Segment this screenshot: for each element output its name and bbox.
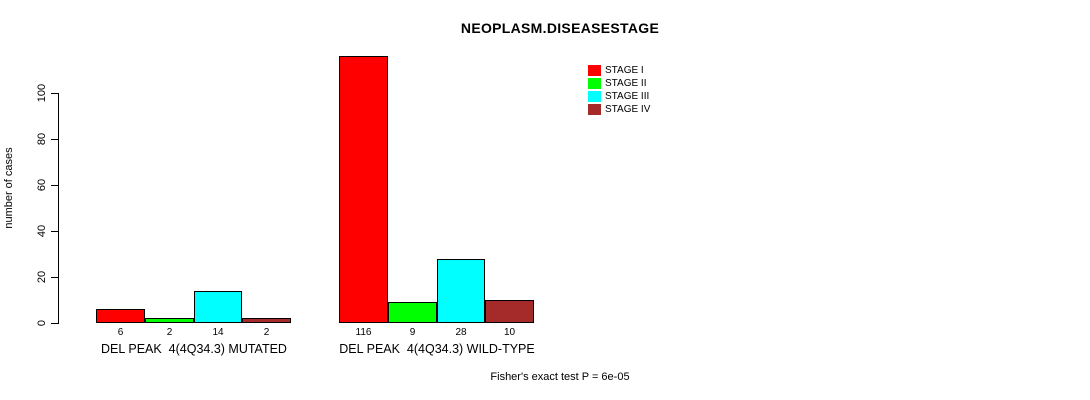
bar-stage-i-group1 — [96, 309, 145, 323]
group-label-1: DEL PEAK 4(4Q34.3) MUTATED — [101, 342, 287, 356]
y-tick-mark — [51, 185, 58, 186]
bar-value-label: 2 — [263, 327, 270, 338]
legend-swatch-stage-ii — [588, 78, 601, 89]
y-tick-mark — [51, 323, 58, 324]
bar-value-label: 28 — [455, 327, 467, 338]
bar-stage-ii-group2 — [388, 302, 437, 323]
bar-value-label: 10 — [503, 327, 516, 338]
bar-stage-ii-group1 — [145, 318, 194, 323]
legend-item-stage-ii: STAGE II — [588, 77, 650, 90]
y-tick-label: 0 — [36, 319, 48, 327]
legend-swatch-stage-iii — [588, 91, 601, 102]
y-axis-label: number of cases — [3, 147, 15, 229]
legend-swatch-stage-i — [588, 65, 601, 76]
legend-label-stage-ii: STAGE II — [605, 78, 647, 89]
y-axis-line — [58, 93, 59, 324]
bar-value-label: 116 — [355, 327, 372, 338]
stat-annotation: Fisher's exact test P = 6e-05 — [490, 371, 630, 383]
bar-value-label: 6 — [117, 327, 124, 338]
legend-item-stage-iv: STAGE IV — [588, 103, 650, 116]
bar-value-label: 9 — [409, 327, 416, 338]
legend-label-stage-iv: STAGE IV — [605, 104, 651, 115]
group-label-2: DEL PEAK 4(4Q34.3) WILD-TYPE — [339, 342, 535, 356]
legend: STAGE I STAGE II STAGE III STAGE IV — [588, 64, 650, 116]
y-tick-mark — [51, 231, 58, 232]
bar-stage-iii-group1 — [194, 291, 242, 323]
y-tick-label: 80 — [36, 132, 48, 146]
y-tick-label: 60 — [36, 178, 48, 192]
bar-stage-iii-group2 — [437, 259, 485, 323]
y-tick-mark — [51, 93, 58, 94]
bar-stage-iv-group1 — [242, 318, 291, 323]
y-tick-mark — [51, 139, 58, 140]
legend-label-stage-iii: STAGE III — [605, 91, 650, 102]
legend-item-stage-iii: STAGE III — [588, 90, 650, 103]
chart-title: NEOPLASM.DISEASESTAGE — [460, 20, 660, 36]
y-tick-label: 20 — [36, 270, 48, 284]
legend-item-stage-i: STAGE I — [588, 64, 650, 77]
bar-stage-i-group2 — [339, 56, 388, 323]
bar-stage-iv-group2 — [485, 300, 534, 323]
y-tick-mark — [51, 277, 58, 278]
bar-value-label: 2 — [166, 327, 173, 338]
legend-swatch-stage-iv — [588, 104, 601, 115]
legend-label-stage-i: STAGE I — [605, 65, 644, 76]
bar-value-label: 14 — [212, 327, 224, 338]
y-tick-label: 40 — [36, 224, 48, 238]
y-tick-label: 100 — [36, 83, 48, 103]
